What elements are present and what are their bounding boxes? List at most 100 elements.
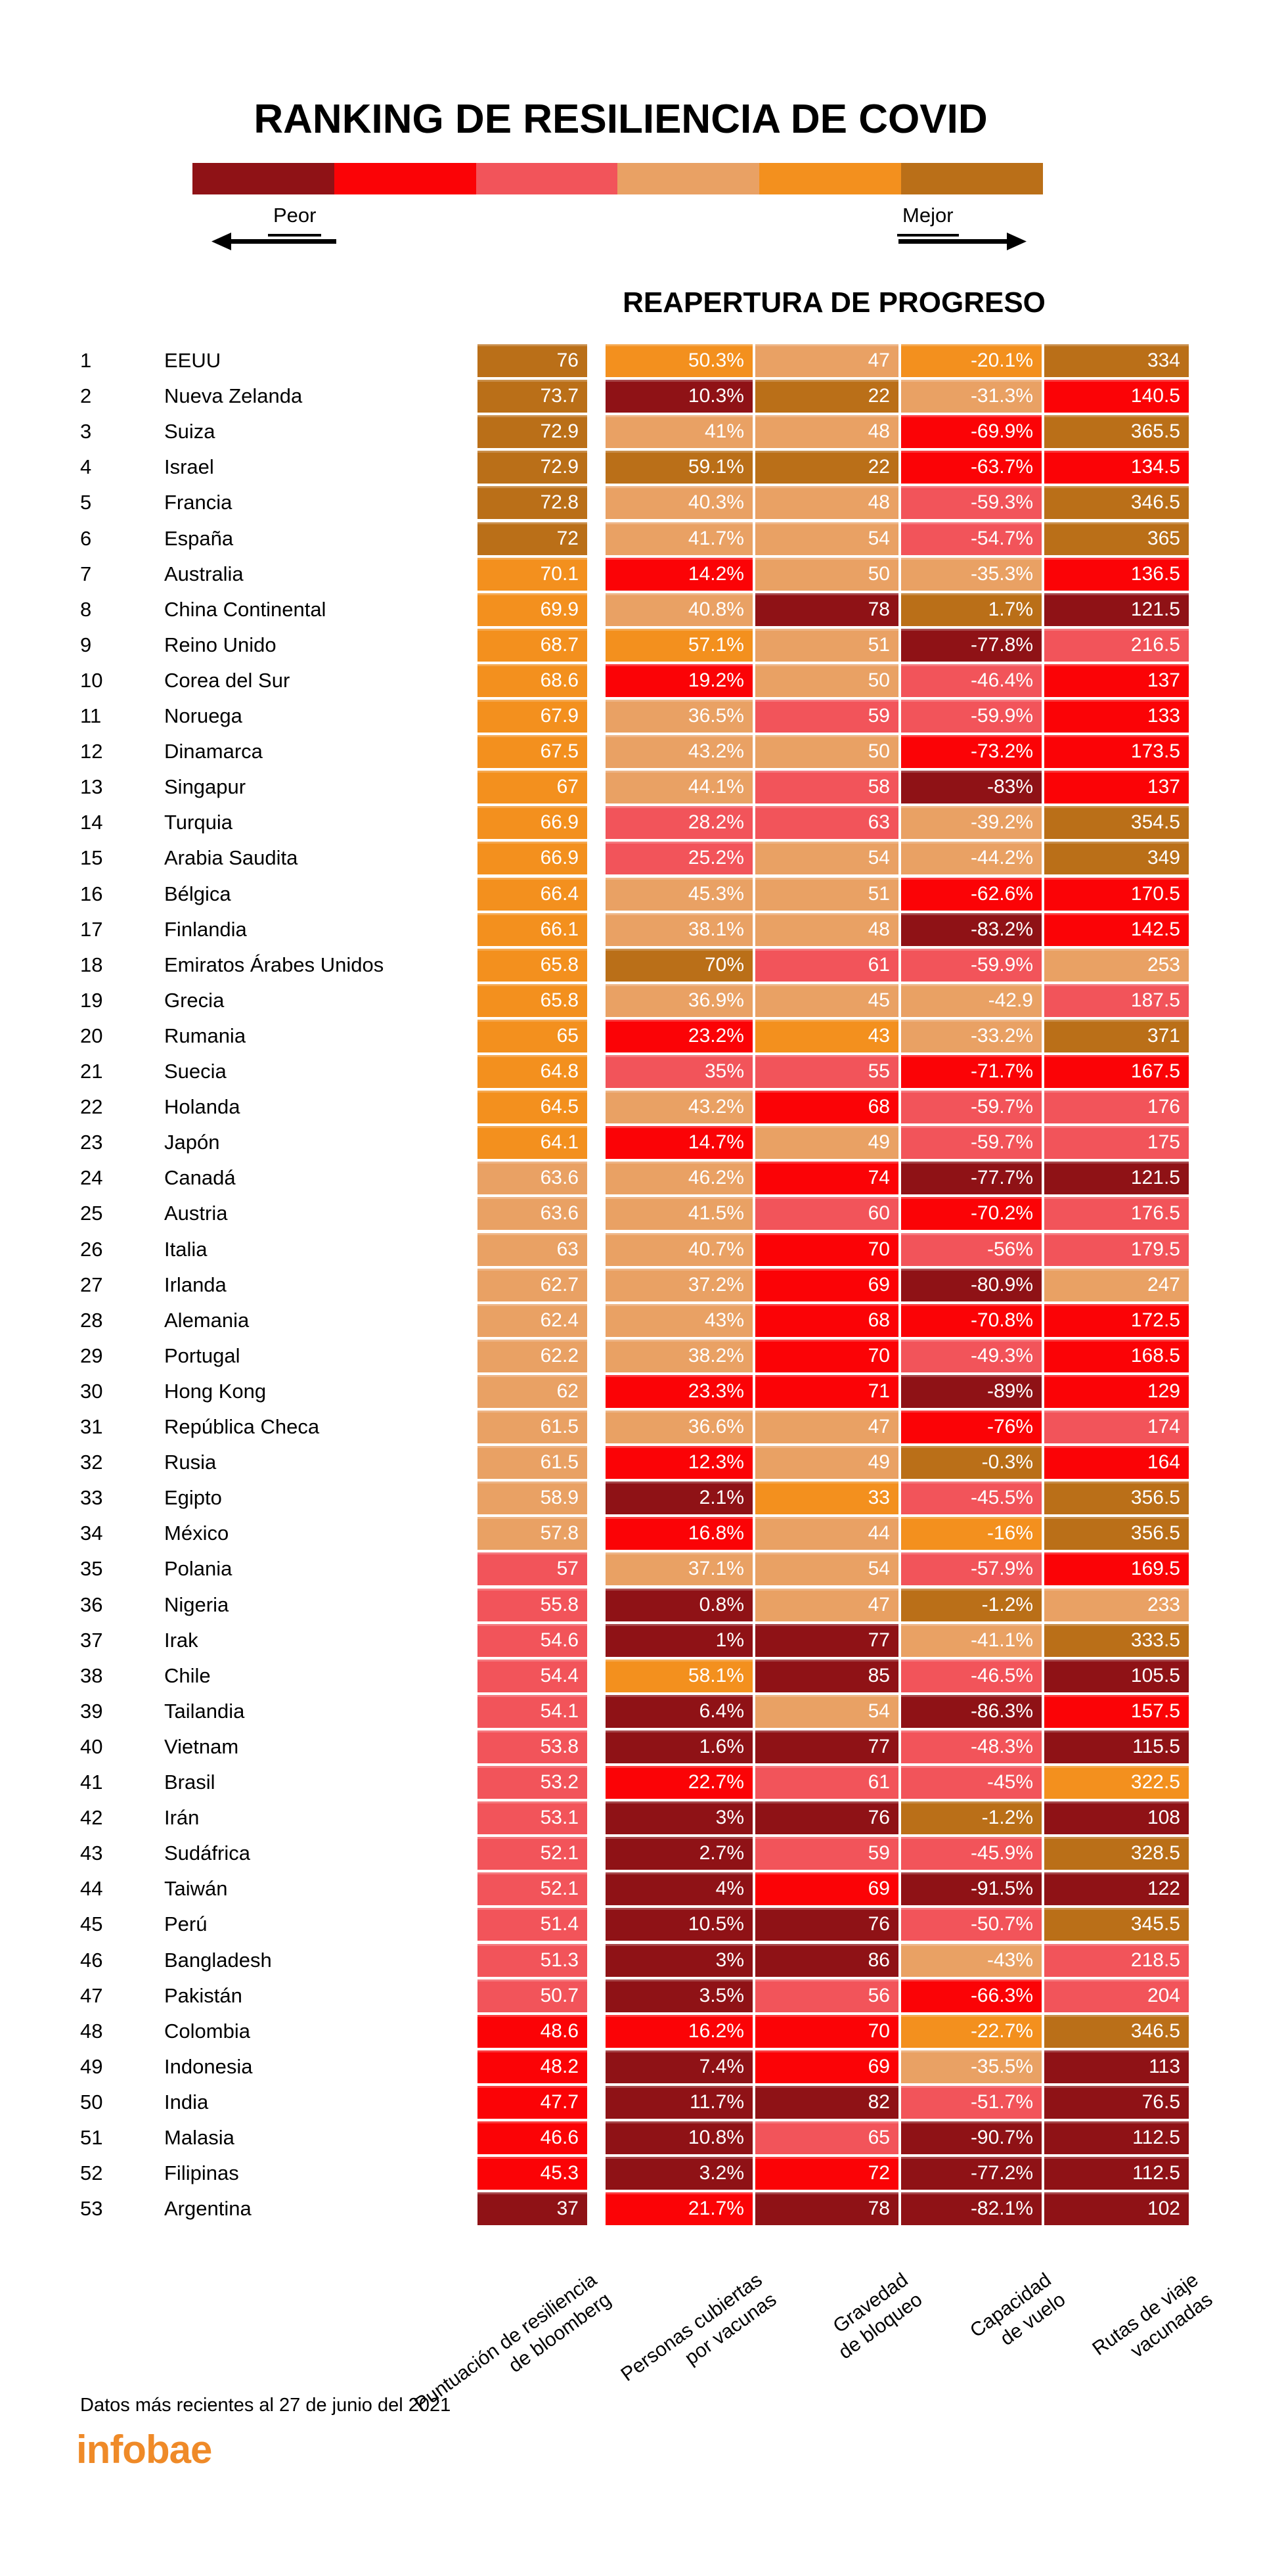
value-cell: 22 xyxy=(755,451,898,484)
table-row: 5 Francia 72.8 40.3% 48 -59.3% 346.5 xyxy=(0,486,1261,520)
country-label: Dinamarca xyxy=(164,740,263,763)
value-cell: -1.2% xyxy=(901,1801,1042,1835)
country-label: Pakistán xyxy=(164,1983,242,2007)
value-cell: 54.6 xyxy=(477,1623,587,1657)
value-cell: 53.8 xyxy=(477,1730,587,1763)
table-row: 16 Bélgica 66.4 45.3% 51 -62.6% 170.5 xyxy=(0,877,1261,911)
value-cell: 70 xyxy=(755,1232,898,1266)
value-cell: 121.5 xyxy=(1044,1162,1189,1195)
value-cell: 50 xyxy=(755,557,898,591)
table-row: 12 Dinamarca 67.5 43.2% 50 -73.2% 173.5 xyxy=(0,735,1261,769)
value-cell: -31.3% xyxy=(901,380,1042,413)
value-cell: 61 xyxy=(755,948,898,982)
value-cell: 0.8% xyxy=(606,1588,753,1621)
country-label: Arabia Saudita xyxy=(164,846,298,870)
country-label: China Continental xyxy=(164,597,326,621)
country-label: Singapur xyxy=(164,775,246,799)
country-label: España xyxy=(164,526,234,550)
country-label: Bélgica xyxy=(164,882,231,905)
value-cell: 45.3 xyxy=(477,2157,587,2190)
value-cell: 65 xyxy=(477,1019,587,1052)
brand-logo: infobae xyxy=(76,2428,212,2472)
rank-label: 7 xyxy=(80,562,92,585)
value-cell: -22.7% xyxy=(901,2014,1042,2048)
table-row: 6 España 72 41.7% 54 -54.7% 365 xyxy=(0,522,1261,555)
rank-label: 16 xyxy=(80,882,103,905)
country-label: Portugal xyxy=(164,1344,240,1367)
value-cell: -90.7% xyxy=(901,2121,1042,2154)
value-cell: 67 xyxy=(477,771,587,804)
value-cell: 16.8% xyxy=(606,1517,753,1550)
value-cell: 65.8 xyxy=(477,983,587,1017)
rank-label: 50 xyxy=(80,2090,103,2113)
value-cell: -66.3% xyxy=(901,1979,1042,2012)
rank-label: 45 xyxy=(80,1912,103,1936)
value-cell: 44.1% xyxy=(606,771,753,804)
table-row: 9 Reino Unido 68.7 57.1% 51 -77.8% 216.5 xyxy=(0,628,1261,662)
country-label: República Checa xyxy=(164,1415,320,1438)
country-label: Suecia xyxy=(164,1060,227,1083)
value-cell: -89% xyxy=(901,1374,1042,1408)
rank-label: 52 xyxy=(80,2161,103,2185)
country-label: Francia xyxy=(164,491,232,514)
value-cell: 14.7% xyxy=(606,1126,753,1160)
value-cell: 112.5 xyxy=(1044,2157,1189,2190)
value-cell: 2.7% xyxy=(606,1837,753,1870)
value-cell: 64.8 xyxy=(477,1055,587,1088)
value-cell: 28.2% xyxy=(606,806,753,840)
rank-label: 51 xyxy=(80,2126,103,2149)
table-row: 10 Corea del Sur 68.6 19.2% 50 -46.4% 137 xyxy=(0,664,1261,697)
country-label: Rumania xyxy=(164,1024,246,1047)
value-cell: 7.4% xyxy=(606,2050,753,2083)
value-cell: 70 xyxy=(755,2014,898,2048)
value-cell: 328.5 xyxy=(1044,1837,1189,1870)
rank-label: 31 xyxy=(80,1415,103,1438)
value-cell: 69.9 xyxy=(477,593,587,626)
rank-label: 43 xyxy=(80,1842,103,1865)
value-cell: 56 xyxy=(755,1979,898,2012)
value-cell: 47.7 xyxy=(477,2085,587,2119)
value-cell: 134.5 xyxy=(1044,451,1189,484)
value-cell: 64.5 xyxy=(477,1091,587,1124)
value-cell: 169.5 xyxy=(1044,1552,1189,1586)
value-cell: 25.2% xyxy=(606,842,753,875)
value-cell: 45.3% xyxy=(606,877,753,911)
value-cell: 1.6% xyxy=(606,1730,753,1763)
rank-label: 4 xyxy=(80,455,92,479)
value-cell: 50 xyxy=(755,735,898,769)
rank-label: 21 xyxy=(80,1060,103,1083)
value-cell: 157.5 xyxy=(1044,1694,1189,1728)
country-label: Reino Unido xyxy=(164,633,277,656)
value-cell: 46.2% xyxy=(606,1162,753,1195)
country-label: Malasia xyxy=(164,2126,234,2149)
value-cell: -82.1% xyxy=(901,2192,1042,2226)
worst-arrow-icon xyxy=(211,233,336,250)
country-label: Austria xyxy=(164,1202,228,1225)
value-cell: 62.2 xyxy=(477,1339,587,1372)
value-cell: -69.9% xyxy=(901,415,1042,449)
value-cell: 12.3% xyxy=(606,1446,753,1480)
value-cell: 54 xyxy=(755,1552,898,1586)
value-cell: 54 xyxy=(755,842,898,875)
value-cell: 48.6 xyxy=(477,2014,587,2048)
value-cell: 23.3% xyxy=(606,1374,753,1408)
rank-label: 40 xyxy=(80,1734,103,1758)
value-cell: 36.6% xyxy=(606,1411,753,1443)
value-cell: 3.5% xyxy=(606,1979,753,2012)
country-label: Finlandia xyxy=(164,917,247,941)
value-cell: 57.1% xyxy=(606,628,753,662)
value-cell: 68 xyxy=(755,1091,898,1124)
table-row: 39 Tailandia 54.1 6.4% 54 -86.3% 157.5 xyxy=(0,1694,1261,1728)
value-cell: 233 xyxy=(1044,1588,1189,1621)
value-cell: -48.3% xyxy=(901,1730,1042,1763)
value-cell: 51 xyxy=(755,877,898,911)
value-cell: 76 xyxy=(755,1908,898,1941)
rank-label: 29 xyxy=(80,1344,103,1367)
rank-label: 48 xyxy=(80,2019,103,2043)
country-label: Japón xyxy=(164,1131,220,1154)
table-row: 17 Finlandia 66.1 38.1% 48 -83.2% 142.5 xyxy=(0,913,1261,946)
color-scale-segment xyxy=(334,163,476,194)
value-cell: 334 xyxy=(1044,344,1189,377)
table-row: 35 Polania 57 37.1% 54 -57.9% 169.5 xyxy=(0,1552,1261,1586)
